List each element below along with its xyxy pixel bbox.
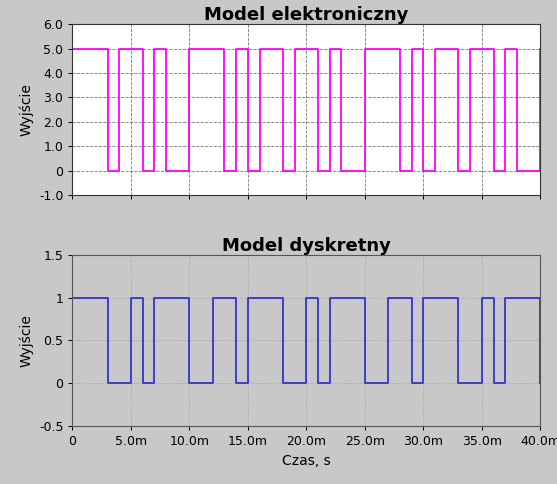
- Title: Model dyskretny: Model dyskretny: [222, 237, 391, 255]
- Y-axis label: Wyjście: Wyjście: [19, 83, 33, 136]
- Y-axis label: Wyjście: Wyjście: [19, 314, 33, 367]
- Title: Model elektroniczny: Model elektroniczny: [204, 6, 408, 24]
- X-axis label: Czas, s: Czas, s: [282, 454, 331, 468]
